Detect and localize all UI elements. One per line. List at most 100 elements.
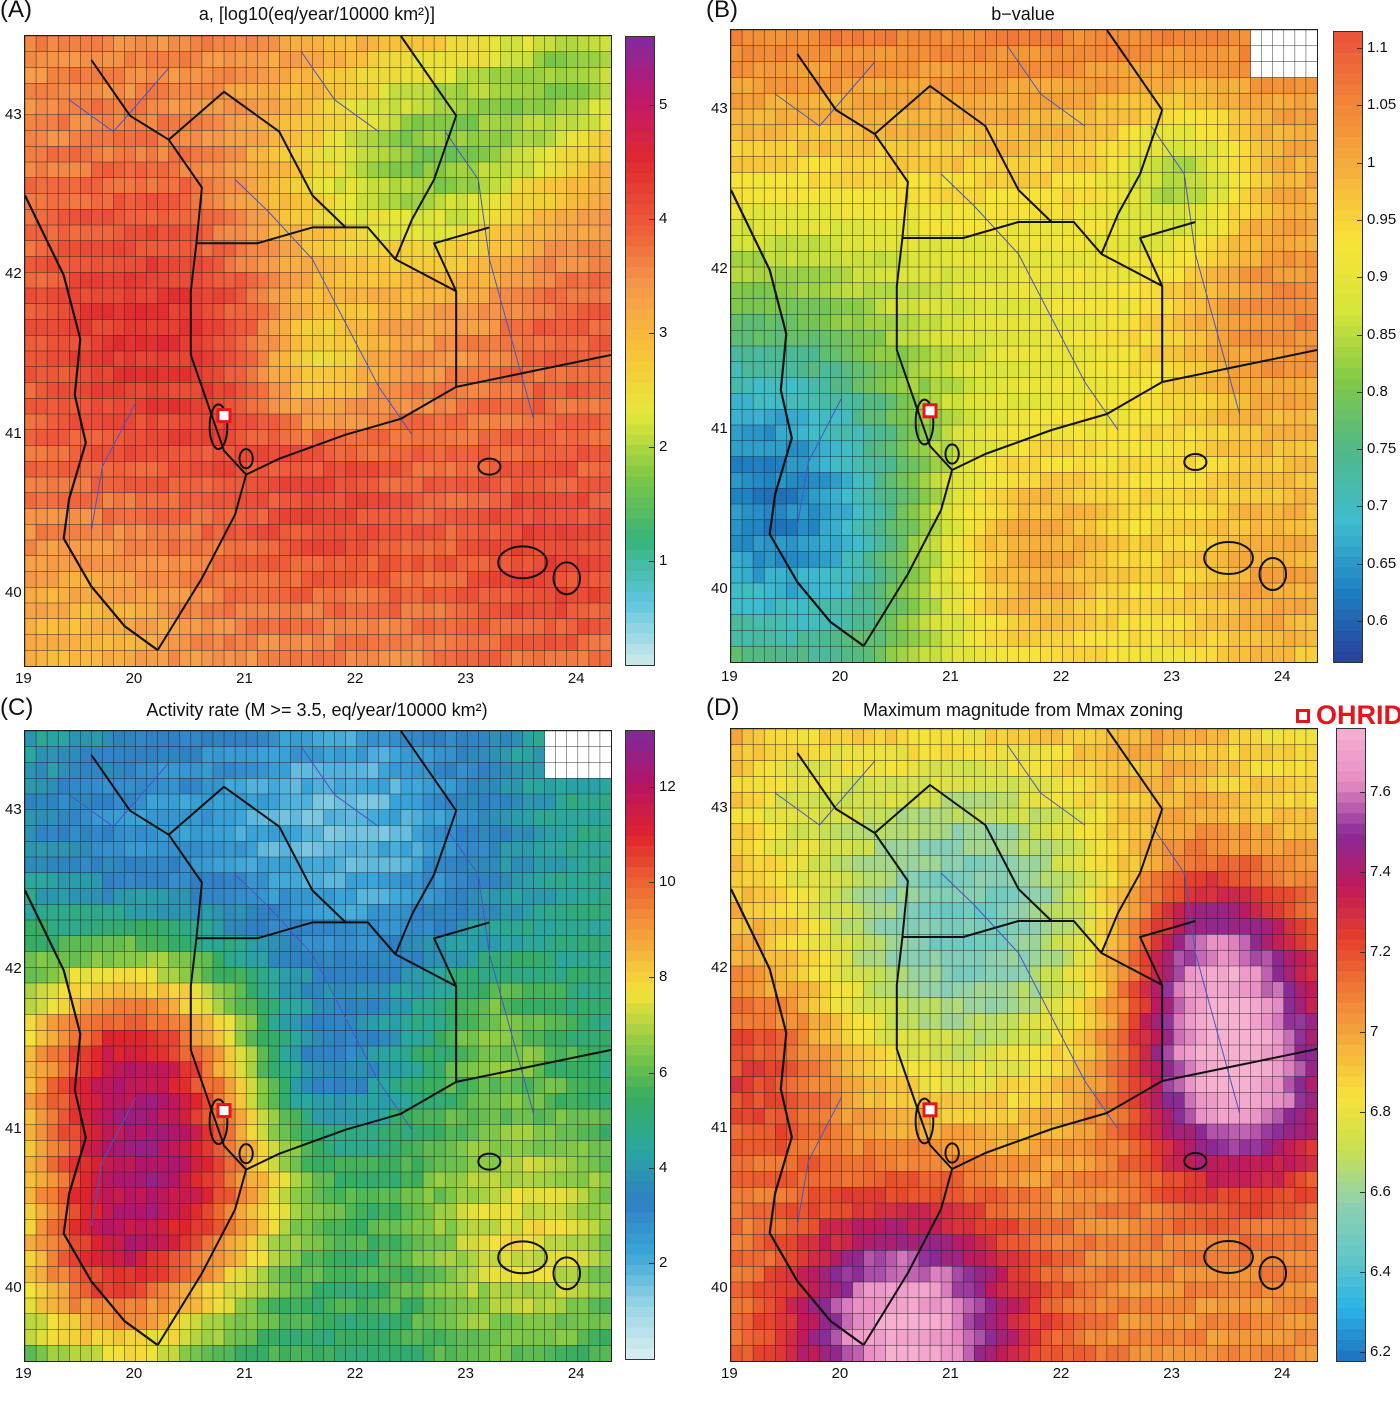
panel-letter: (A) (0, 0, 32, 23)
grid-cell (830, 203, 843, 221)
grid-cell (422, 350, 435, 368)
grid-cell (1084, 456, 1097, 473)
grid-cell (1250, 203, 1263, 221)
grid-cell (190, 539, 203, 557)
grid-cell (1139, 361, 1152, 379)
grid-cell (1139, 30, 1152, 47)
grid-cell (113, 161, 126, 179)
grid-cell (268, 256, 280, 273)
grid-cell (533, 161, 546, 179)
grid-cell (1184, 551, 1196, 568)
grid-cell (345, 382, 358, 399)
grid-cell (223, 539, 236, 557)
grid-cell (511, 303, 524, 321)
grid-cell (533, 83, 546, 100)
grid-cell (124, 161, 137, 179)
grid-cell (1062, 77, 1075, 94)
grid-cell (190, 508, 203, 525)
grid-cell (25, 98, 37, 116)
grid-cell (741, 345, 754, 363)
grid-cell (1184, 393, 1196, 410)
river-line (796, 397, 843, 527)
grid-cell (929, 598, 942, 616)
grid-cell (1040, 314, 1053, 331)
grid-cell (1250, 598, 1263, 616)
grid-cell (863, 266, 876, 284)
grid-cell (752, 393, 765, 410)
grid-cell (1173, 440, 1185, 458)
grid-cell (146, 256, 159, 273)
grid-cell (974, 472, 986, 489)
grid-cell (301, 193, 314, 210)
grid-cell (279, 492, 291, 510)
grid-cell (1239, 124, 1252, 142)
grid-cell (752, 472, 765, 489)
grid-cell (279, 36, 291, 53)
grid-cell (367, 508, 380, 525)
grid-cell (124, 524, 137, 541)
grid-cell (69, 587, 81, 604)
grid-cell (455, 98, 468, 116)
grid-cell (400, 161, 413, 179)
grid-cell (378, 224, 391, 242)
grid-cell (951, 598, 964, 616)
grid-cell (290, 130, 302, 147)
grid-cell (588, 130, 601, 147)
grid-cell (312, 841, 325, 858)
grid-cell (896, 630, 909, 647)
grid-cell (345, 161, 358, 179)
grid-cell (91, 146, 103, 163)
grid-cell (1106, 124, 1119, 142)
grid-cell (797, 282, 809, 300)
colorbar-step (626, 246, 654, 258)
grid-cell (212, 650, 225, 666)
grid-cell (301, 650, 314, 666)
grid-cell (951, 219, 964, 236)
grid-cell (245, 762, 258, 779)
grid-cell (57, 98, 70, 116)
colorbar-step (1334, 378, 1362, 390)
grid-cell (455, 335, 468, 352)
colorbar-step (626, 204, 654, 216)
grid-cell (885, 282, 898, 300)
grid-cell (1294, 535, 1307, 552)
grid-cell (752, 30, 765, 47)
grid-cell (135, 650, 148, 666)
grid-cell (1128, 582, 1141, 600)
grid-cell (301, 587, 314, 604)
grid-cell (1040, 408, 1053, 426)
grid-cell (168, 161, 181, 179)
grid-cell (168, 413, 181, 431)
grid-cell (1239, 156, 1252, 173)
grid-cell (268, 130, 280, 147)
grid-cell (245, 224, 258, 242)
grid-cell (962, 361, 975, 379)
grid-cell (841, 250, 854, 268)
grid-cell (1018, 361, 1031, 379)
grid-cell (752, 345, 765, 363)
grid-cell (577, 445, 590, 462)
grid-cell (467, 366, 479, 384)
grid-cell (478, 809, 490, 827)
grid-cell (1272, 30, 1285, 47)
grid-cell (1029, 298, 1042, 315)
grid-cell (522, 130, 535, 147)
grid-cell (522, 492, 535, 510)
grid-cell (1184, 645, 1196, 662)
grid-cell (201, 366, 214, 384)
grid-cell (444, 51, 457, 69)
grid-cell (146, 98, 159, 116)
grid-cell (797, 219, 809, 236)
grid-cell (1095, 30, 1108, 47)
grid-cell (1161, 582, 1174, 600)
grid-cell (1228, 203, 1241, 221)
grid-cell (599, 224, 611, 242)
grid-cell (885, 519, 898, 537)
grid-cell (763, 440, 776, 458)
grid-cell (190, 618, 203, 636)
grid-cell (345, 366, 358, 384)
grid-cell (25, 398, 37, 415)
lake-outline (552, 561, 582, 596)
grid-cell (885, 377, 898, 394)
grid-cell (345, 398, 358, 415)
